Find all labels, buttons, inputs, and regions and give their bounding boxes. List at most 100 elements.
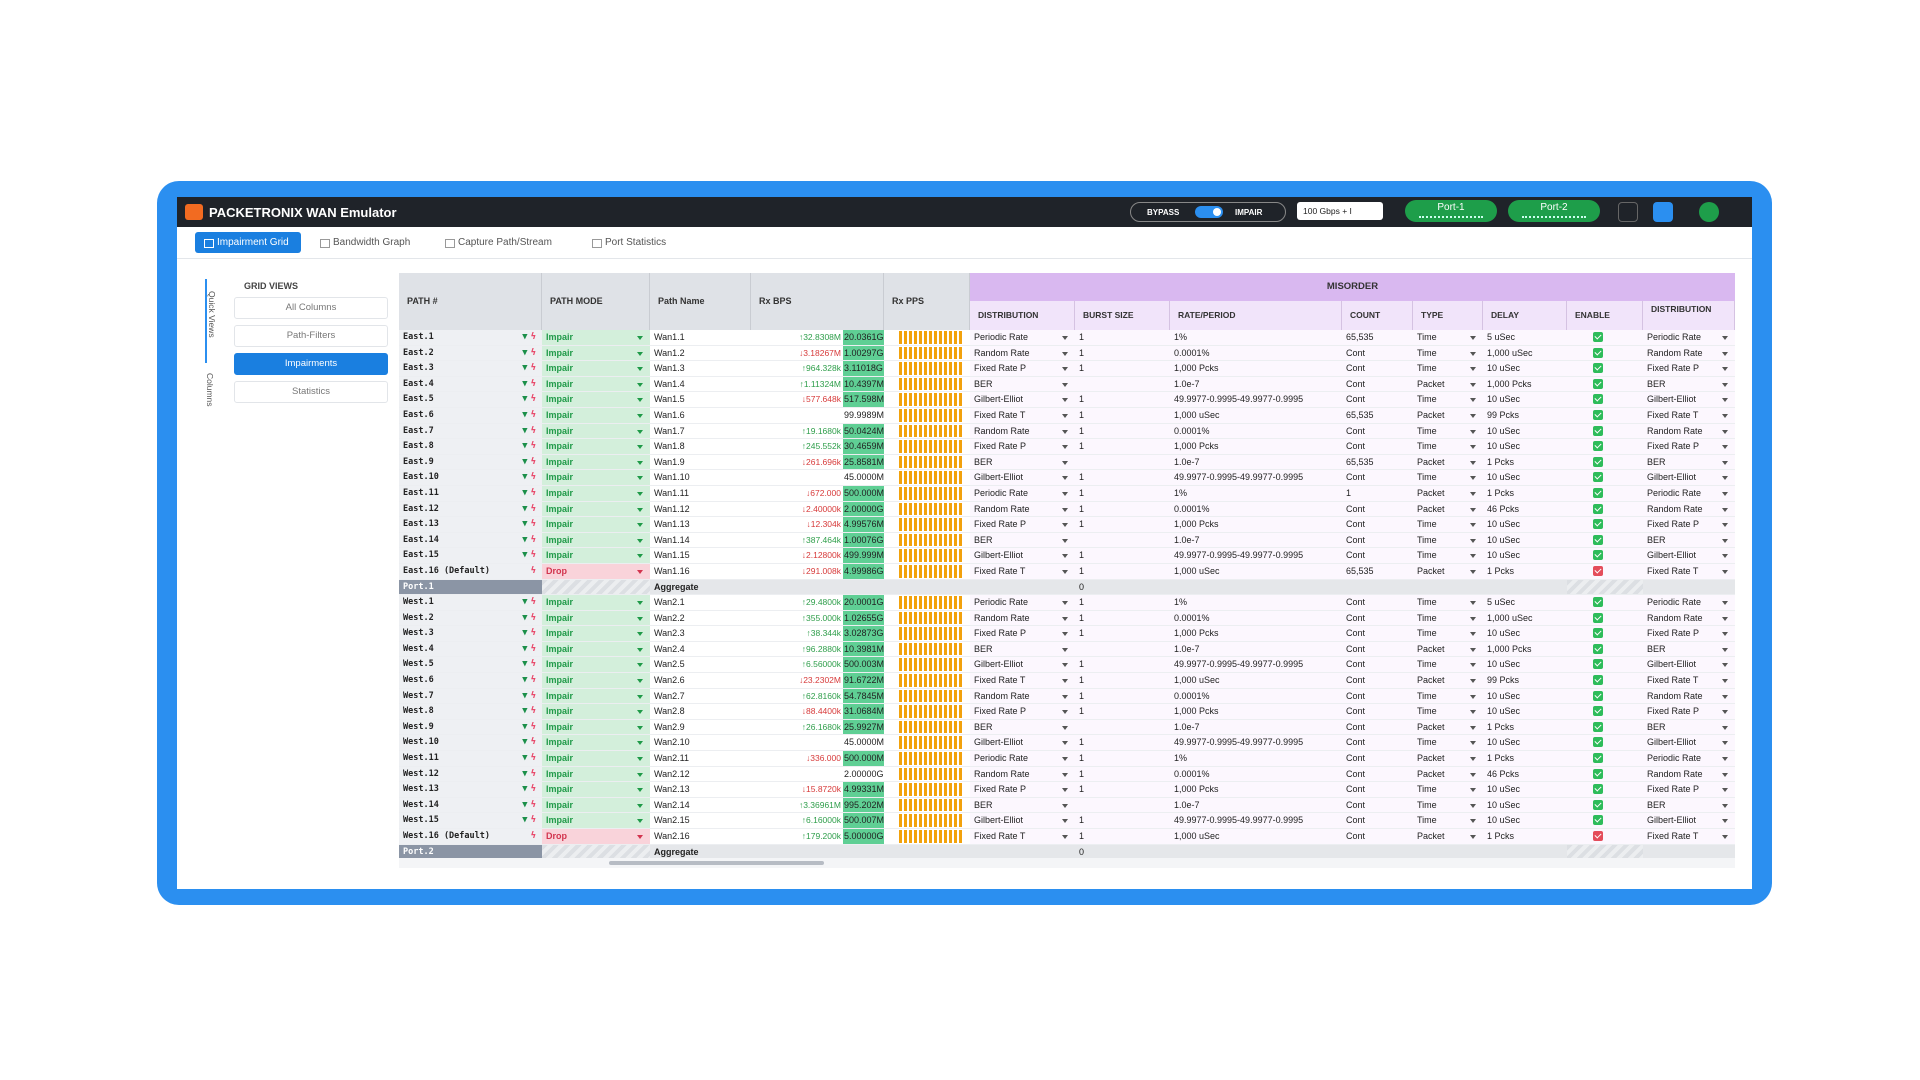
grid-row[interactable]: West.10 ▼ ϟ Impair Wan2.10 45.0000M Gilbert-El… (399, 735, 1735, 752)
grid-row[interactable]: East.12 ▼ ϟ Impair Wan1.12 ↓2.40000k 2.00000G R… (399, 501, 1735, 518)
grid-row[interactable]: East.14 ▼ ϟ Impair Wan1.14 ↑387.464k 1.00076G B… (399, 532, 1735, 549)
h-scrollbar[interactable] (399, 858, 1735, 868)
enable-checkbox[interactable] (1593, 799, 1603, 810)
switch[interactable] (1195, 206, 1223, 218)
view-button[interactable]: All Columns (234, 297, 388, 319)
view-button[interactable]: Path-Filters (234, 325, 388, 347)
grid-row[interactable]: West.11 ▼ ϟ Impair Wan2.11 ↓336.000 500.000M Pe… (399, 751, 1735, 767)
port-button[interactable]: Port-1 (1405, 200, 1497, 222)
column-header[interactable]: DELAY (1483, 301, 1567, 330)
enable-checkbox[interactable] (1593, 472, 1603, 483)
enable-checkbox[interactable] (1593, 487, 1603, 498)
column-header[interactable]: RATE/PERIOD (1170, 301, 1342, 330)
grid-row[interactable]: West.3 ▼ ϟ Impair Wan2.3 ↑38.344k 3.02873G Fixe… (399, 626, 1735, 642)
grid-row[interactable]: West.8 ▼ ϟ Impair Wan2.8 ↓88.4400k 31.0684M Fix… (399, 704, 1735, 720)
column-header[interactable]: DISTRIBUTION (970, 301, 1075, 330)
enable-checkbox[interactable] (1593, 721, 1603, 732)
column-header[interactable]: PATH # (399, 273, 542, 330)
enable-checkbox[interactable] (1593, 597, 1603, 608)
grid-row[interactable]: West.6 ▼ ϟ Impair Wan2.6 ↓23.2302M 91.6722M Fix… (399, 673, 1735, 689)
enable-checkbox[interactable] (1593, 815, 1603, 826)
enable-checkbox[interactable] (1593, 519, 1603, 530)
rail-tab[interactable]: Columns (205, 373, 215, 407)
enable-checkbox[interactable] (1593, 394, 1603, 405)
port-button[interactable]: Port-2 (1508, 200, 1600, 222)
grid-row[interactable]: East.15 ▼ ϟ Impair Wan1.15 ↓2.12800k 499.999M G… (399, 548, 1735, 564)
speed-select[interactable]: 100 Gbps + I (1297, 202, 1383, 220)
enable-checkbox[interactable] (1593, 409, 1603, 420)
grid-row[interactable]: East.10 ▼ ϟ Impair Wan1.10 45.0000M Gilbert-El… (399, 470, 1735, 486)
grid-row[interactable]: East.2 ▼ ϟ Impair Wan1.2 ↓3.18267M 1.00297G Ran… (399, 345, 1735, 362)
column-header[interactable]: Rx PPS (884, 273, 970, 330)
grid-row[interactable]: West.16 (Default) ϟ Drop Wan2.16 ↑179.200k 5.… (399, 829, 1735, 845)
grid-row[interactable]: West.2 ▼ ϟ Impair Wan2.2 ↑355.000k 1.02655G Ran… (399, 610, 1735, 627)
column-header[interactable]: TYPE (1413, 301, 1483, 330)
grid-row[interactable]: East.16 (Default) ϟ Drop Wan1.16 ↓291.008k 4.… (399, 563, 1735, 580)
enable-checkbox[interactable] (1593, 441, 1603, 452)
grid-row[interactable]: East.4 ▼ ϟ Impair Wan1.4 ↑1.11324M 10.4397M BER… (399, 376, 1735, 393)
enable-checkbox[interactable] (1593, 659, 1603, 670)
column-header[interactable]: DISTRIBUTION (1643, 301, 1735, 330)
enable-checkbox[interactable] (1593, 425, 1603, 436)
grid-row[interactable]: West.5 ▼ ϟ Impair Wan2.5 ↑6.56000k 500.003M Gil… (399, 657, 1735, 674)
cell: ↑6.16000k 500.007M (751, 813, 884, 828)
enable-checkbox[interactable] (1593, 784, 1603, 795)
mode-toggle[interactable]: BYPASS IMPAIR (1130, 202, 1286, 222)
grid-row[interactable]: West.15 ▼ ϟ Impair Wan2.15 ↑6.16000k 500.007M G… (399, 813, 1735, 829)
enable-checkbox[interactable] (1593, 332, 1603, 342)
column-header[interactable]: PATH MODE (542, 273, 650, 330)
grid-row[interactable]: West.7 ▼ ϟ Impair Wan2.7 ↑62.8160k 54.7845M Ran… (399, 688, 1735, 705)
link-button[interactable] (1699, 202, 1719, 222)
enable-checkbox[interactable] (1593, 831, 1603, 841)
grid-row[interactable]: West.13 ▼ ϟ Impair Wan2.13 ↓15.8720k 4.99331M F… (399, 782, 1735, 798)
enable-checkbox[interactable] (1593, 612, 1603, 623)
grid-row[interactable]: East.13 ▼ ϟ Impair Wan1.13 ↓12.304k 4.99576M Fi… (399, 517, 1735, 533)
enable-checkbox[interactable] (1593, 550, 1603, 561)
enable-checkbox[interactable] (1593, 706, 1603, 717)
scroll-thumb[interactable] (609, 861, 824, 865)
enable-checkbox[interactable] (1593, 565, 1603, 576)
rail-tab[interactable]: Quick Views (205, 279, 217, 363)
grid-row[interactable]: West.14 ▼ ϟ Impair Wan2.14 ↑3.36961M 995.202M B… (399, 797, 1735, 814)
enable-checkbox[interactable] (1593, 347, 1603, 358)
column-header[interactable]: ENABLE (1567, 301, 1643, 330)
enable-checkbox[interactable] (1593, 768, 1603, 779)
column-header[interactable]: COUNT (1342, 301, 1413, 330)
grid-row[interactable]: West.12 ▼ ϟ Impair Wan2.12 2.00000G Random Rat… (399, 766, 1735, 783)
grid-row[interactable]: East.9 ▼ ϟ Impair Wan1.9 ↓261.696k 25.8581M BER… (399, 454, 1735, 471)
enable-checkbox[interactable] (1593, 675, 1603, 686)
grid-row[interactable]: East.1 ▼ ϟ Impair Wan1.1 ↑32.8308M 20.0361G Per… (399, 330, 1735, 346)
enable-checkbox[interactable] (1593, 737, 1603, 748)
enable-checkbox[interactable] (1593, 378, 1603, 389)
grid-row[interactable]: East.3 ▼ ϟ Impair Wan1.3 ↑964.328k 3.11018G Fix… (399, 361, 1735, 377)
grid-row[interactable]: East.6 ▼ ϟ Impair Wan1.6 99.9989M Fixed Rate T… (399, 407, 1735, 424)
tab[interactable]: Port Statistics (583, 232, 687, 253)
enable-checkbox[interactable] (1593, 753, 1603, 764)
grid-row[interactable]: East.11 ▼ ϟ Impair Wan1.11 ↓672.000 500.000M Pe… (399, 485, 1735, 502)
enable-checkbox[interactable] (1593, 534, 1603, 545)
enable-checkbox[interactable] (1593, 363, 1603, 374)
grid-row[interactable]: East.7 ▼ ϟ Impair Wan1.7 ↑19.1680k 50.0424M Ran… (399, 423, 1735, 440)
grid-row[interactable]: East.5 ▼ ϟ Impair Wan1.5 ↓577.648k 517.598M Gil… (399, 392, 1735, 408)
tab[interactable]: Bandwidth Graph (311, 232, 427, 253)
enable-checkbox[interactable] (1593, 503, 1603, 514)
column-header[interactable]: Rx BPS (751, 273, 884, 330)
enable-checkbox[interactable] (1593, 628, 1603, 639)
settings-button[interactable] (1653, 202, 1673, 222)
view-button[interactable]: Statistics (234, 381, 388, 403)
tab[interactable]: Impairment Grid (195, 232, 301, 253)
grid-row[interactable]: East.8 ▼ ϟ Impair Wan1.8 ↑245.552k 30.4659M Fix… (399, 439, 1735, 455)
view-button[interactable]: Impairments (234, 353, 388, 375)
enable-checkbox[interactable] (1593, 690, 1603, 701)
grid-row[interactable]: West.4 ▼ ϟ Impair Wan2.4 ↑96.2880k 10.3981M BER… (399, 641, 1735, 658)
grid-row[interactable]: West.1 ▼ ϟ Impair Wan2.1 ↑29.4800k 20.0001G Per… (399, 595, 1735, 611)
enable-checkbox[interactable] (1593, 643, 1603, 654)
group-header[interactable]: MISORDER (970, 273, 1735, 301)
rx-bps: 500.000M (843, 485, 884, 501)
tab[interactable]: Capture Path/Stream (436, 232, 574, 253)
theme-button[interactable] (1618, 202, 1638, 222)
enable-checkbox[interactable] (1593, 456, 1603, 467)
grid-row[interactable]: West.9 ▼ ϟ Impair Wan2.9 ↑26.1680k 25.9927M BER… (399, 719, 1735, 736)
column-header[interactable]: Path Name (650, 273, 751, 330)
column-header[interactable]: BURST SIZE (1075, 301, 1170, 330)
